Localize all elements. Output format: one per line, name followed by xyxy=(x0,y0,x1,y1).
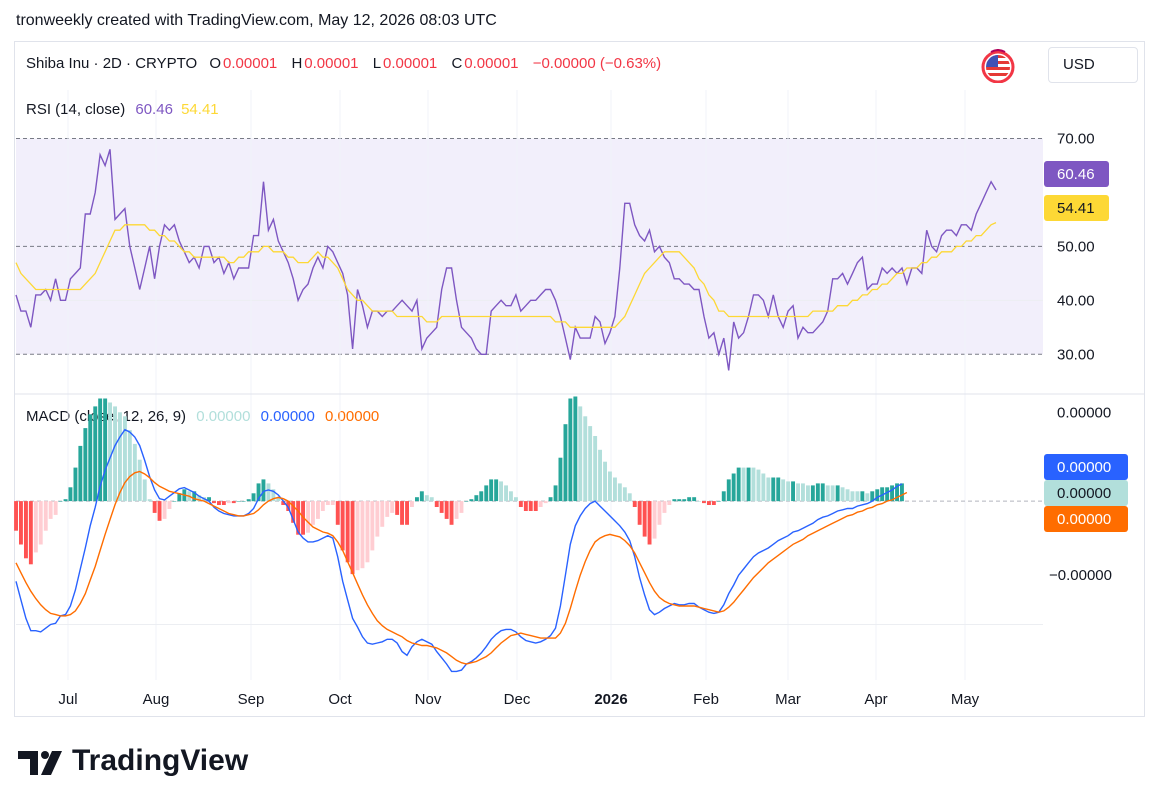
high-value: 0.00001 xyxy=(304,55,359,72)
close-label: C xyxy=(451,55,463,72)
macd-line-value: 0.00000 xyxy=(260,408,315,425)
chart-frame xyxy=(14,41,1145,717)
macd-legend: MACD (close, 12, 26, 9) 0.00000 0.00000 … xyxy=(26,408,379,425)
open-value: 0.00001 xyxy=(223,55,278,72)
low-label: L xyxy=(372,55,382,72)
symbol-title[interactable]: Shiba Inu · 2D · CRYPTO xyxy=(26,55,198,72)
rsi-ma-value: 54.41 xyxy=(181,101,219,118)
currency-selector[interactable]: USD xyxy=(1048,47,1138,83)
high-label: H xyxy=(291,55,303,72)
macd-hist-value: 0.00000 xyxy=(196,408,251,425)
tradingview-wordmark[interactable]: TradingView xyxy=(72,744,249,777)
close-value: 0.00001 xyxy=(464,55,519,72)
macd-title[interactable]: MACD (close, 12, 26, 9) xyxy=(26,408,187,425)
rsi-legend: RSI (14, close) 60.46 54.41 xyxy=(26,101,219,118)
low-value: 0.00001 xyxy=(383,55,438,72)
price-change: −0.00000 (−0.63%) xyxy=(532,55,662,72)
tradingview-logo-icon[interactable] xyxy=(18,745,70,781)
chart-attribution: tronweekly created with TradingView.com,… xyxy=(16,12,497,29)
us-flag-icon[interactable] xyxy=(978,49,1018,83)
rsi-title[interactable]: RSI (14, close) xyxy=(26,101,126,118)
open-label: O xyxy=(209,55,222,72)
macd-signal-value: 0.00000 xyxy=(325,408,380,425)
symbol-info-line: Shiba Inu · 2D · CRYPTO O 0.00001 H 0.0000… xyxy=(26,55,663,72)
rsi-value: 60.46 xyxy=(135,101,173,118)
